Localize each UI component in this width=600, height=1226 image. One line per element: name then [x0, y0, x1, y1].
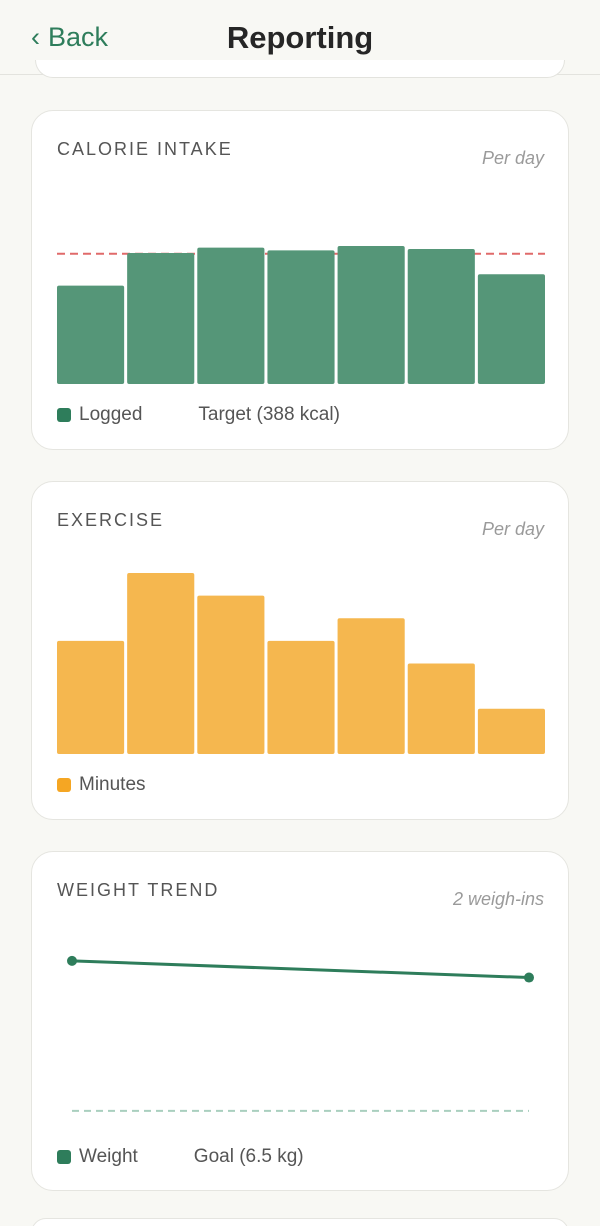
card-subtitle: Per day — [481, 519, 544, 539]
data-point — [524, 972, 534, 983]
bar — [407, 249, 475, 384]
legend-weight-label: Weight — [79, 1146, 138, 1167]
weight-chart — [67, 955, 534, 1112]
legend-swatch-minutes — [57, 778, 71, 792]
back-label: Back — [48, 22, 109, 52]
bar — [127, 573, 195, 754]
legend-swatch-logged — [57, 408, 71, 422]
card-subtitle: 2 weigh-ins — [452, 889, 544, 909]
bar — [337, 618, 405, 754]
bar — [267, 250, 335, 384]
card-subtitle: Per day — [481, 148, 544, 168]
chart-legend: Minutes — [57, 774, 146, 796]
exercise-chart — [57, 573, 545, 754]
legend-goal-label: Goal (6.5 kg) — [193, 1146, 304, 1167]
chart-legend: Logged Target (388 kcal) — [57, 404, 340, 426]
legend-logged-label: Logged — [79, 404, 143, 425]
bar — [337, 246, 405, 384]
back-button[interactable]: ‹ Back — [31, 22, 108, 53]
bar — [267, 640, 335, 754]
legend-swatch-weight — [57, 1150, 71, 1164]
bar — [407, 663, 475, 754]
legend-minutes-label: Minutes — [79, 774, 146, 795]
bar — [57, 640, 125, 754]
calorie-chart — [57, 246, 545, 384]
bar — [477, 274, 545, 384]
weight-line — [71, 959, 530, 980]
bar — [197, 595, 265, 754]
previous-card — [35, 60, 565, 78]
bar — [197, 247, 265, 384]
page-title: Reporting — [226, 20, 374, 55]
data-point — [67, 955, 77, 966]
bar — [127, 253, 195, 384]
exercise-card: EXERCISE Per day Minutes — [31, 481, 569, 820]
card-title: CALORIE INTAKE — [57, 139, 233, 159]
card-title: WEIGHT TREND — [57, 880, 220, 900]
calorie-intake-card: CALORIE INTAKE Per day Logged Target (38… — [31, 110, 569, 450]
next-card — [31, 1218, 569, 1226]
bar — [57, 285, 125, 384]
bar — [477, 708, 545, 754]
chevron-left-icon: ‹ — [31, 22, 40, 52]
chart-legend: Weight Goal (6.5 kg) — [57, 1146, 304, 1168]
legend-target-label: Target (388 kcal) — [198, 404, 340, 425]
weight-trend-card: WEIGHT TREND 2 weigh-ins Weight Goal (6.… — [31, 851, 569, 1191]
card-title: EXERCISE — [57, 510, 165, 530]
